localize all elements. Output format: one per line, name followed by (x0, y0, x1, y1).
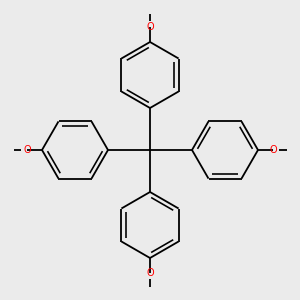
Text: O: O (269, 145, 277, 155)
Text: O: O (146, 22, 154, 32)
Text: O: O (23, 145, 31, 155)
Text: O: O (146, 268, 154, 278)
